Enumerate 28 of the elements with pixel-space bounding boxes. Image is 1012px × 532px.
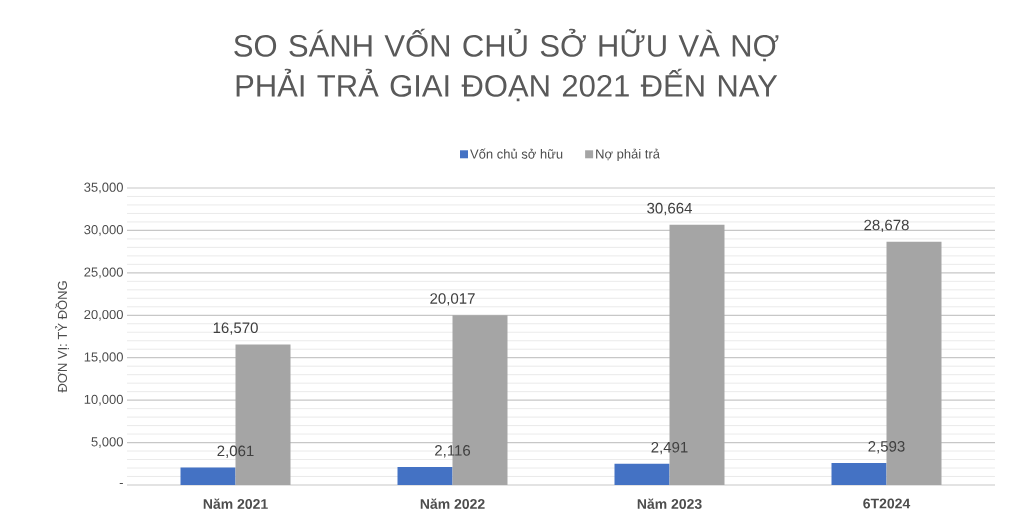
legend-label: Nợ phải trả	[596, 148, 660, 162]
data-label: 28,678	[864, 219, 909, 233]
y-axis-title: ĐƠN VỊ: TỶ ĐỒNG	[55, 281, 69, 393]
y-tick-label: -	[119, 483, 123, 485]
y-tick-label: 35,000	[84, 182, 123, 194]
bar	[614, 463, 670, 485]
y-tick-label: 25,000	[84, 267, 123, 279]
data-label: 2,491	[651, 441, 688, 455]
data-label: 2,116	[435, 445, 471, 458]
x-tick-label: Năm 2023	[637, 498, 702, 509]
data-label: 2,593	[868, 441, 905, 454]
x-tick-label: Năm 2021	[203, 498, 268, 509]
data-label: 16,570	[213, 322, 258, 335]
data-label: 2,061	[217, 445, 254, 458]
y-tick-label: 30,000	[84, 225, 123, 236]
bar	[831, 462, 887, 485]
y-tick-label: 5,000	[91, 437, 123, 448]
chart-title: SO SÁNH VỐN CHỦ SỞ HỮU VÀ NỢ PHẢI TRẢ GIAI ĐOẠN 2021 ĐẾN NAY	[234, 28, 779, 102]
bar	[180, 467, 236, 485]
y-tick-label: 10,000	[84, 394, 123, 406]
data-label: 30,664	[647, 202, 692, 216]
x-tick-label: Năm 2022	[420, 498, 485, 509]
data-label: 20,017	[430, 293, 475, 306]
bar	[397, 467, 453, 485]
y-tick-label: 15,000	[84, 352, 123, 364]
y-tick-label: 20,000	[84, 309, 123, 321]
x-tick-label: 6T2024	[863, 498, 911, 509]
legend-label: Vốn chủ sở hữu	[470, 148, 563, 159]
